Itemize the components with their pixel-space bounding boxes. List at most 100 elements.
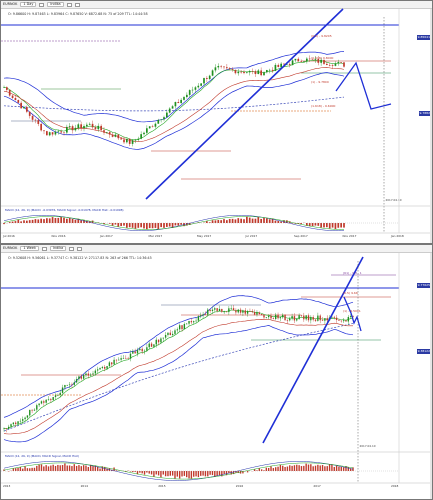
drawing-tools-icon[interactable] <box>69 246 75 251</box>
candle-body <box>111 362 113 365</box>
time-axis-label: Jul 2016 <box>2 234 15 238</box>
candle-body <box>326 63 328 66</box>
macd-bar <box>260 218 262 223</box>
level-label: (1.618) - 9.6900 <box>311 104 336 108</box>
candle-body <box>242 310 244 313</box>
candle-body <box>311 59 314 60</box>
candle-body <box>174 102 177 107</box>
cursor-date-label: 2017.04.10 <box>360 444 376 448</box>
macd-bar <box>321 465 324 471</box>
candle-body <box>108 362 111 367</box>
macd-bar <box>104 466 106 471</box>
macd-bar <box>231 218 234 223</box>
candle-body <box>54 131 57 135</box>
candle-body <box>123 139 125 143</box>
macd-signal-line <box>3 216 345 230</box>
macd-bar <box>157 471 160 476</box>
time-axis-label: Sep 2017 <box>294 234 308 238</box>
candle-body <box>57 394 59 396</box>
candle-body <box>162 337 164 339</box>
candle-body <box>77 124 80 128</box>
candle-body <box>253 312 256 315</box>
candle-body <box>114 134 117 137</box>
macd-bar <box>45 465 47 471</box>
candle-body <box>178 325 181 330</box>
candle-body <box>23 106 25 109</box>
candle-body <box>140 134 142 139</box>
candle-body <box>122 358 125 359</box>
chart-type-icon[interactable] <box>39 2 45 7</box>
candle-body <box>43 401 45 403</box>
indicators-button[interactable]: Indika <box>47 1 64 8</box>
macd-bar <box>183 471 186 476</box>
candle-body <box>296 319 298 321</box>
candle-body <box>57 131 60 132</box>
candle-body <box>270 315 272 319</box>
candle-body <box>291 316 293 319</box>
symbol-label[interactable]: EURNOK <box>3 245 18 250</box>
candle-body <box>303 315 305 320</box>
candle-body <box>181 325 183 330</box>
candle-body <box>320 59 322 63</box>
settings-icon[interactable] <box>74 2 80 7</box>
candle-body <box>169 332 172 335</box>
candle-body <box>31 115 34 120</box>
chart-toolbar: EURNOK 1 Day Indika <box>1 1 432 9</box>
candle-body <box>82 375 85 379</box>
candle-body <box>185 323 188 325</box>
symbol-label[interactable]: EURNOK <box>3 1 18 6</box>
price-scale[interactable] <box>430 9 432 243</box>
macd-bar <box>123 223 125 226</box>
macd-bar <box>20 221 22 223</box>
macd-bar <box>43 466 45 471</box>
candle-body <box>226 67 228 69</box>
macd-bar <box>186 223 188 226</box>
trendline <box>262 256 364 444</box>
candle-body <box>10 424 12 427</box>
macd-bar <box>312 466 314 471</box>
candle-body <box>20 102 22 109</box>
candle-body <box>183 323 186 330</box>
time-axis-label: 2017 <box>313 484 321 488</box>
candle-body <box>160 338 162 343</box>
macd-bar <box>80 220 82 223</box>
candle-body <box>75 379 78 383</box>
macd-bar <box>188 223 191 225</box>
price-chart[interactable]: (0.5) - 9.8205 (0.618) 9.8000 (1) - 9.7800… <box>1 1 433 244</box>
macd-bar <box>131 223 134 228</box>
candle-body <box>286 64 288 65</box>
candle-body <box>223 66 225 68</box>
price-chart[interactable]: (61) - 9.8 . 1 (0.5) 9.66 (1) - 9.5001 2017… <box>1 245 433 500</box>
macd-bar <box>137 223 140 228</box>
timeframe-button[interactable]: 1 Day <box>20 1 37 8</box>
macd-bar <box>164 471 167 477</box>
candle-body <box>347 317 350 322</box>
candle-body <box>168 108 171 113</box>
daily-chart-panel[interactable]: EURNOK 1 Day Indika O: 9.86600 H: 9.8746… <box>0 0 433 244</box>
drawing-tools-icon[interactable] <box>66 2 72 7</box>
indicators-button[interactable]: Indika <box>49 245 67 252</box>
candle-body <box>36 405 38 410</box>
macd-bar <box>239 471 242 474</box>
macd-bar <box>193 471 195 477</box>
macd-bar <box>22 468 24 471</box>
weekly-chart-panel[interactable]: EURNOK 1 Week Indika O: 9.52608 H: 9.560… <box>0 244 433 500</box>
chart-type-icon[interactable] <box>41 246 47 251</box>
macd-bar <box>267 468 270 471</box>
timeframe-button[interactable]: 1 Week <box>20 245 39 252</box>
settings-icon[interactable] <box>77 246 83 251</box>
candle-body <box>139 348 141 351</box>
macd-label: MACD (12, 26, 9) (MACD, MACD Signal, MAC… <box>5 454 79 458</box>
price-scale[interactable] <box>430 253 432 499</box>
candle-body <box>258 312 261 315</box>
macd-bar <box>209 471 211 475</box>
candle-body <box>15 422 17 424</box>
macd-bar <box>243 219 245 223</box>
macd-bar <box>303 465 305 471</box>
macd-bar <box>326 466 328 471</box>
candle-body <box>217 65 220 68</box>
candle-body <box>92 373 94 375</box>
macd-line <box>3 461 354 481</box>
macd-bar <box>246 471 249 473</box>
macd-bar <box>300 466 303 471</box>
